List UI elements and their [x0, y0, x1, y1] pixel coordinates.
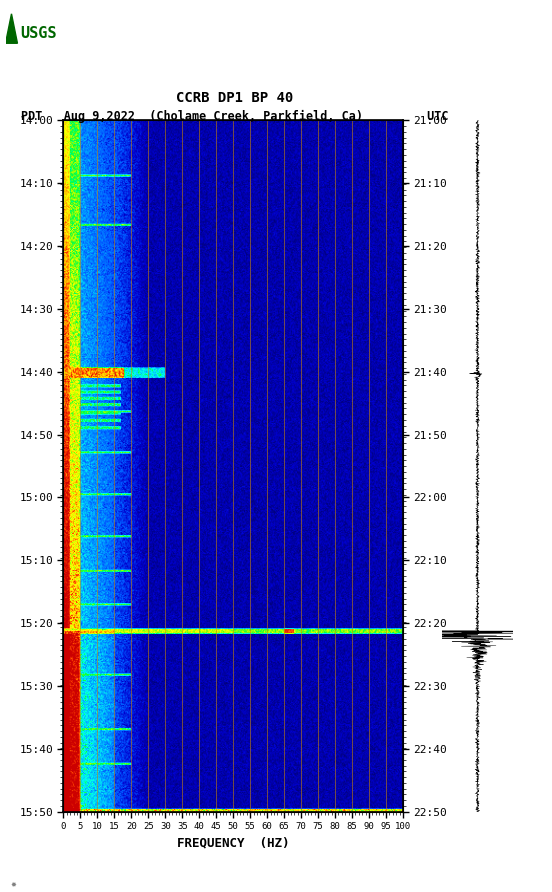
Text: USGS: USGS	[20, 26, 57, 41]
Polygon shape	[6, 13, 18, 43]
Text: PDT   Aug 9,2022  (Cholame Creek, Parkfield, Ca)         UTC: PDT Aug 9,2022 (Cholame Creek, Parkfield…	[21, 110, 448, 123]
Text: CCRB DP1 BP 40: CCRB DP1 BP 40	[176, 91, 293, 105]
X-axis label: FREQUENCY  (HZ): FREQUENCY (HZ)	[177, 837, 289, 850]
Text: ✸: ✸	[11, 881, 17, 888]
